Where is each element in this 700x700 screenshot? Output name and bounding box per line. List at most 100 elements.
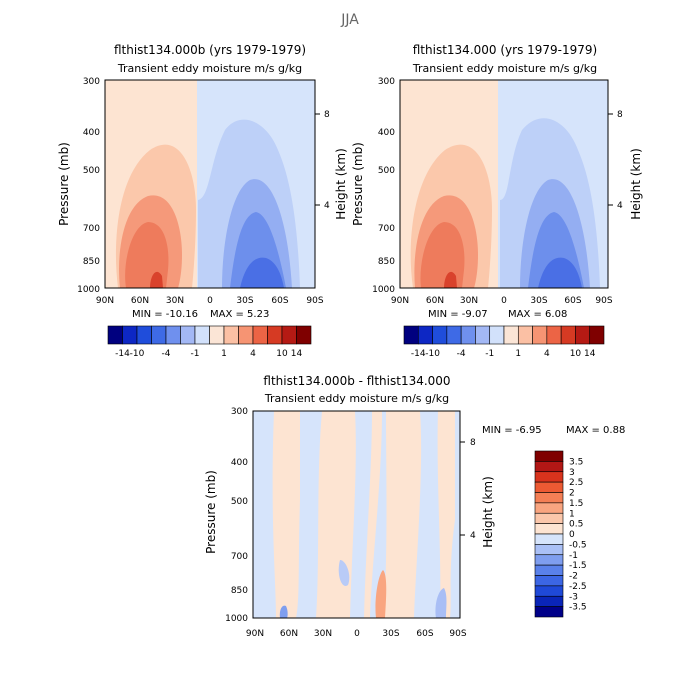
colorbar-tick-label: 1 xyxy=(569,509,575,519)
x-tick-label: 90S xyxy=(595,296,612,306)
figure-title: JJA xyxy=(340,12,359,28)
panel-3-colorbar: 3.532.521.510.50-0.5-1-1.5-2-2.5-3-3.5 xyxy=(534,450,587,618)
colorbar-tick-label: -1 xyxy=(569,551,578,561)
x-tick-label: 90N xyxy=(391,296,409,306)
colorbar-tick-label: -1.5 xyxy=(569,561,587,571)
colorbar-tick-label: -2.5 xyxy=(569,582,587,592)
y-tick-label: 500 xyxy=(231,497,248,507)
y-right-tick-label: 8 xyxy=(324,110,330,120)
panel-2-subtitle: Transient eddy moisture m/s g/kg xyxy=(412,62,597,75)
colorbar-tick-label: -4 xyxy=(457,349,466,359)
y-tick-label: 1000 xyxy=(225,614,248,624)
panel-2: flthist134.000 (yrs 1979-1979) Transient… xyxy=(351,43,643,359)
x-tick-label: 60S xyxy=(416,629,433,639)
x-tick-label: 60N xyxy=(426,296,444,306)
colorbar-swatch xyxy=(546,325,562,345)
colorbar-tick-label: -0.5 xyxy=(569,540,587,550)
panel-3-y-ticks: 300 400 500 700 850 1000 8 4 xyxy=(225,407,476,624)
panel-2-min-label: MIN = -9.07 xyxy=(428,309,488,320)
y-tick-label: 1000 xyxy=(77,285,100,295)
panel-1-ylabel: Pressure (mb) xyxy=(57,142,71,226)
panel-1-plot-area xyxy=(104,79,316,289)
panel-1-max-label: MAX = 5.23 xyxy=(210,309,269,320)
y-tick-label: 300 xyxy=(378,77,395,87)
colorbar-tick-label: 10 xyxy=(276,349,288,359)
colorbar-swatch xyxy=(534,595,564,607)
colorbar-tick-label: -10 xyxy=(130,349,145,359)
y-tick-label: 850 xyxy=(83,257,100,267)
x-tick-label: 60S xyxy=(564,296,581,306)
colorbar-tick-label: 4 xyxy=(544,349,550,359)
panel-2-ylabel: Pressure (mb) xyxy=(351,142,365,226)
panel-1-min-label: MIN = -10.16 xyxy=(132,309,198,320)
panel-3-subtitle: Transient eddy moisture m/s g/kg xyxy=(264,392,449,405)
colorbar-swatch xyxy=(534,554,564,566)
colorbar-tick-label: 1 xyxy=(515,349,521,359)
colorbar-swatch xyxy=(223,325,239,345)
colorbar-swatch xyxy=(534,606,564,618)
colorbar-tick-label: 10 xyxy=(570,349,582,359)
panel-3-ylabel-right: Height (km) xyxy=(481,476,495,547)
x-tick-label: 60N xyxy=(280,629,298,639)
colorbar-swatch xyxy=(534,492,564,504)
colorbar-swatch xyxy=(534,512,564,524)
colorbar-swatch xyxy=(589,325,605,345)
y-tick-label: 850 xyxy=(378,257,395,267)
x-tick-label: 60N xyxy=(131,296,149,306)
panel-3-ylabel: Pressure (mb) xyxy=(204,470,218,554)
x-tick-label: 90N xyxy=(96,296,114,306)
y-tick-label: 300 xyxy=(231,407,248,417)
colorbar-swatch xyxy=(151,325,167,345)
colorbar-tick-label: -1 xyxy=(191,349,200,359)
y-tick-label: 400 xyxy=(231,458,248,468)
panel-3-max-label: MAX = 0.88 xyxy=(566,425,625,436)
colorbar-swatch xyxy=(432,325,448,345)
colorbar-swatch xyxy=(209,325,225,345)
panel-1-ylabel-right: Height (km) xyxy=(334,148,348,219)
colorbar-swatch xyxy=(238,325,254,345)
y-right-tick-label: 8 xyxy=(617,110,623,120)
colorbar-swatch xyxy=(534,502,564,514)
x-tick-label: 30S xyxy=(236,296,253,306)
colorbar-swatch xyxy=(534,461,564,473)
colorbar-tick-label: -10 xyxy=(425,349,440,359)
x-tick-label: 0 xyxy=(207,296,213,306)
colorbar-swatch xyxy=(560,325,576,345)
colorbar-swatch xyxy=(252,325,268,345)
x-tick-label: 60S xyxy=(271,296,288,306)
y-tick-label: 700 xyxy=(231,552,248,562)
colorbar-swatch xyxy=(281,325,297,345)
x-tick-label: 0 xyxy=(354,629,360,639)
y-right-tick-label: 8 xyxy=(470,438,476,448)
colorbar-swatch xyxy=(532,325,548,345)
colorbar-tick-label: 3 xyxy=(569,468,575,478)
colorbar-tick-label: -3 xyxy=(569,592,578,602)
panel-2-title: flthist134.000 (yrs 1979-1979) xyxy=(413,43,597,57)
panel-2-y-ticks: 300 400 500 700 850 1000 8 4 xyxy=(372,77,623,295)
y-tick-label: 1000 xyxy=(372,285,395,295)
colorbar-swatch xyxy=(446,325,462,345)
colorbar-swatch xyxy=(267,325,283,345)
panel-2-max-label: MAX = 6.08 xyxy=(508,309,567,320)
colorbar-swatch xyxy=(403,325,419,345)
colorbar-tick-label: 2.5 xyxy=(569,478,583,488)
panel-1-title: flthist134.000b (yrs 1979-1979) xyxy=(114,43,306,57)
y-tick-label: 700 xyxy=(83,224,100,234)
panel-1-subtitle: Transient eddy moisture m/s g/kg xyxy=(117,62,302,75)
colorbar-swatch xyxy=(534,523,564,535)
colorbar-swatch xyxy=(534,533,564,545)
x-tick-label: 30S xyxy=(382,629,399,639)
colorbar-swatch xyxy=(122,325,138,345)
y-tick-label: 500 xyxy=(83,166,100,176)
colorbar-tick-label: 1 xyxy=(221,349,227,359)
colorbar-tick-label: -14 xyxy=(411,349,426,359)
y-tick-label: 700 xyxy=(378,224,395,234)
colorbar-tick-label: -3.5 xyxy=(569,603,587,613)
colorbar-tick-label: 1.5 xyxy=(569,499,583,509)
colorbar-tick-label: 3.5 xyxy=(569,457,583,467)
colorbar-swatch xyxy=(460,325,476,345)
colorbar-swatch xyxy=(296,325,312,345)
panel-2-plot-area xyxy=(399,79,609,289)
colorbar-swatch xyxy=(180,325,196,345)
